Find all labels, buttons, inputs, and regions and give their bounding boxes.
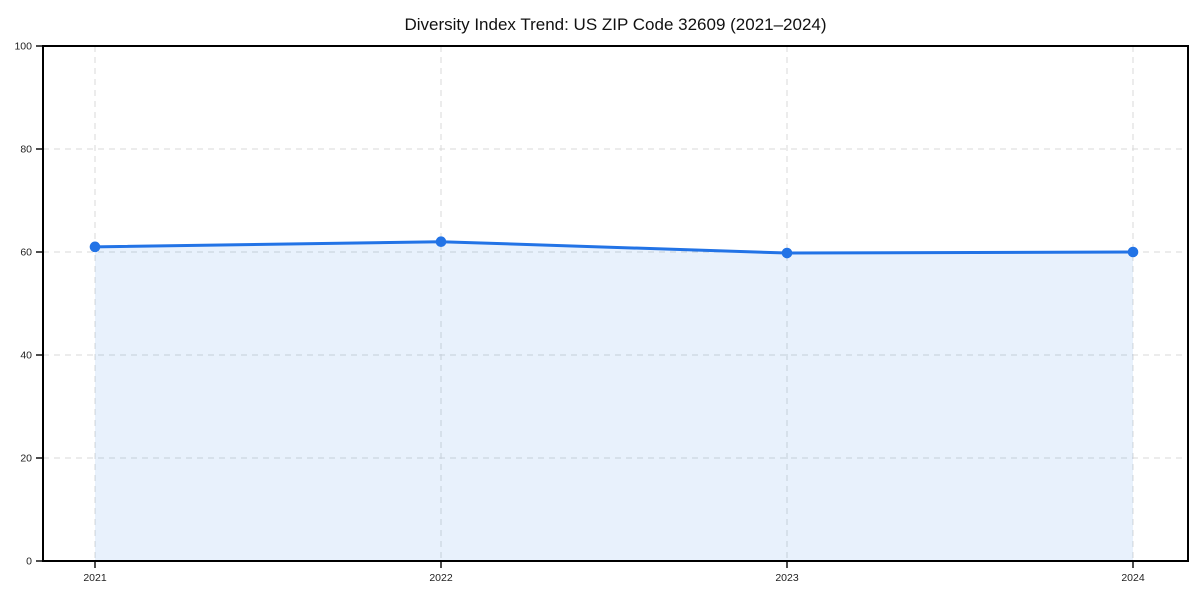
y-tick-label-100: 100 [14,41,32,53]
y-tick-label-0: 0 [26,556,32,568]
area-fill [95,241,1133,561]
data-point-2022 [435,236,447,247]
x-tick-label-2023: 2023 [775,572,799,584]
data-point-2024 [1127,246,1139,258]
trend-line [93,240,1135,255]
x-tick-label-2021: 2021 [83,572,107,584]
x-tick-label-2022: 2022 [429,572,453,584]
gridlines [43,46,1188,561]
x-tick-label-2024: 2024 [1121,572,1145,584]
y-tick-label-80: 80 [20,144,32,156]
plot-frame [42,45,1189,562]
data-points [89,236,1139,259]
y-tick-label-20: 20 [20,453,32,465]
chart-title: Diversity Index Trend: US ZIP Code 32609… [404,15,826,34]
y-tick-label-60: 60 [20,247,32,259]
data-point-2023 [781,247,793,259]
data-point-2021 [89,241,101,253]
y-tick-label-40: 40 [20,350,32,362]
axis-ticks: 0 20 40 60 80 100 2021 2022 2023 2024 [14,41,1144,584]
